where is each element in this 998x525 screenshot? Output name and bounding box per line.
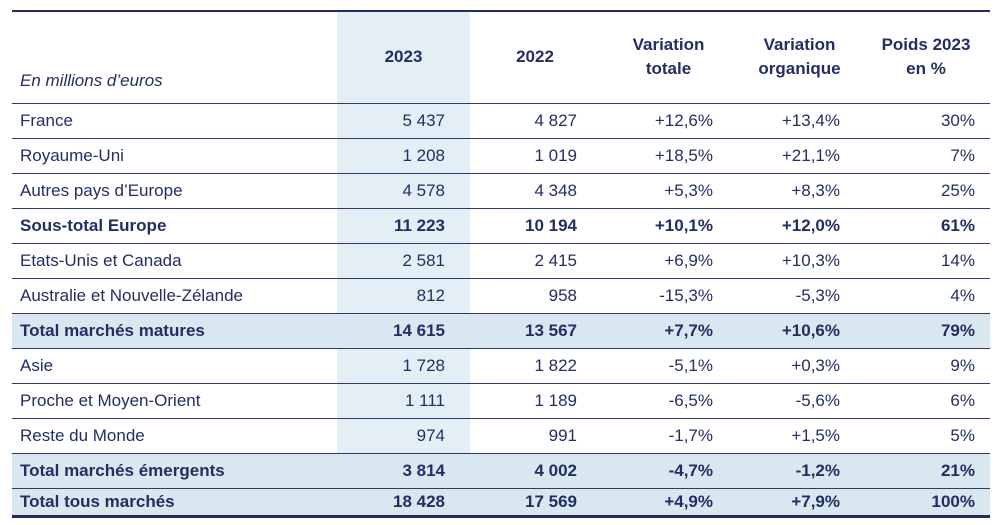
value-cell-y2023: 3 814 (337, 453, 470, 488)
value-cell-y2022: 1 189 (534, 390, 577, 410)
value-cell-y2023: 14 615 (337, 313, 470, 348)
revenue-by-region-table: En millions d’euros 2023 2022 Variation … (12, 10, 990, 518)
table-row: Reste du Monde 974 991 -1,7% +1,5% 5% (12, 418, 990, 453)
value-cell-var_totale: -15,3% (659, 285, 713, 305)
value-cell-y2022: 4 002 (470, 453, 600, 488)
value-cell-var_totale: -5,1% (668, 355, 713, 375)
value-cell-poids: 21% (862, 453, 990, 488)
value-cell-y2022: 10 194 (525, 215, 577, 235)
row-label: Proche et Moyen-Orient (20, 390, 201, 410)
value-cell-poids: 30% (940, 110, 975, 130)
value-cell-y2022: 13 567 (470, 313, 600, 348)
value-cell-var_totale: -1,7% (668, 425, 713, 445)
value-cell-var_totale: +4,9% (600, 488, 737, 516)
value-cell-poids: 6% (950, 390, 975, 410)
table-row: Autres pays d’Europe 4 578 4 348 +5,3% +8,3%… (12, 173, 990, 208)
value-cell-y2023: 2 581 (337, 243, 470, 278)
table-row: Australie et Nouvelle-Zélande 812 958 -15,3… (12, 278, 990, 313)
value-cell-var_totale: +18,5% (654, 145, 713, 165)
value-cell-var_totale: +7,7% (600, 313, 737, 348)
value-cell-var_organique: +12,0% (781, 215, 840, 235)
value-cell-y2023: 11 223 (337, 208, 470, 243)
table-row: Asie 1 728 1 822 -5,1% +0,3% 9% (12, 348, 990, 383)
value-cell-var_organique: +10,6% (737, 313, 862, 348)
value-cell-poids: 61% (940, 215, 975, 235)
table-row: Etats-Unis et Canada 2 581 2 415 +6,9% +10,3… (12, 243, 990, 278)
value-cell-var_totale: +6,9% (664, 250, 713, 270)
table-body: France 5 437 4 827 +12,6% +13,4% 30% Royaume-U… (12, 103, 990, 516)
value-cell-y2023: 1 208 (337, 138, 470, 173)
unit-note: En millions d’euros (20, 70, 163, 90)
table-row: Total marchés matures 14 615 13 567 +7,7% +1… (12, 313, 990, 348)
row-label: Royaume-Uni (20, 145, 124, 165)
value-cell-var_totale: +12,6% (654, 110, 713, 130)
value-cell-var_organique: +13,4% (781, 110, 840, 130)
table-header: En millions d’euros 2023 2022 Variation … (12, 11, 990, 103)
value-cell-var_totale: -4,7% (600, 453, 737, 488)
value-cell-y2023: 1 728 (337, 348, 470, 383)
row-label: Etats-Unis et Canada (20, 250, 182, 270)
row-label: Asie (20, 355, 54, 375)
table-row: Royaume-Uni 1 208 1 019 +18,5% +21,1% 7% (12, 138, 990, 173)
value-cell-var_organique: +0,3% (791, 355, 840, 375)
row-label: Reste du Monde (20, 425, 145, 445)
value-cell-var_organique: +10,3% (781, 250, 840, 270)
value-cell-poids: 25% (940, 180, 975, 200)
table-row: Total tous marchés 18 428 17 569 +4,9% +7,9%… (12, 488, 990, 516)
value-cell-poids: 79% (862, 313, 990, 348)
value-cell-y2023: 4 578 (337, 173, 470, 208)
value-cell-y2022: 4 827 (534, 110, 577, 130)
table-row: France 5 437 4 827 +12,6% +13,4% 30% (12, 103, 990, 138)
column-header-variation-organique: Variation organique (758, 34, 841, 79)
value-cell-y2023: 18 428 (337, 488, 470, 516)
table-row: Total marchés émergents 3 814 4 002 -4,7% -1… (12, 453, 990, 488)
row-label: France (20, 110, 73, 130)
value-cell-y2022: 4 348 (534, 180, 577, 200)
value-cell-var_organique: -1,2% (737, 453, 862, 488)
value-cell-y2023: 812 (337, 278, 470, 313)
value-cell-poids: 4% (950, 285, 975, 305)
row-label: Australie et Nouvelle-Zélande (20, 285, 244, 305)
row-label: Total marchés matures (12, 313, 337, 348)
column-header-variation-totale: Variation totale (632, 34, 705, 79)
value-cell-y2022: 1 822 (534, 355, 577, 375)
row-label: Autres pays d’Europe (20, 180, 183, 200)
value-cell-poids: 7% (950, 145, 975, 165)
value-cell-y2022: 17 569 (470, 488, 600, 516)
header-row: En millions d’euros 2023 2022 Variation … (12, 11, 990, 103)
table-row: Proche et Moyen-Orient 1 111 1 189 -6,5% -5,… (12, 383, 990, 418)
value-cell-poids: 5% (950, 425, 975, 445)
value-cell-y2022: 2 415 (534, 250, 577, 270)
value-cell-var_totale: -6,5% (668, 390, 713, 410)
financial-table-container: En millions d’euros 2023 2022 Variation … (12, 10, 990, 518)
row-label: Total tous marchés (12, 488, 337, 516)
value-cell-var_organique: +7,9% (737, 488, 862, 516)
value-cell-var_totale: +10,1% (654, 215, 713, 235)
value-cell-poids: 14% (940, 250, 975, 270)
value-cell-y2022: 1 019 (534, 145, 577, 165)
value-cell-var_organique: -5,6% (795, 390, 840, 410)
value-cell-poids: 9% (950, 355, 975, 375)
table-row: Sous-total Europe 11 223 10 194 +10,1% +12,0… (12, 208, 990, 243)
value-cell-y2023: 974 (337, 418, 470, 453)
value-cell-var_organique: +21,1% (781, 145, 840, 165)
value-cell-var_totale: +5,3% (664, 180, 713, 200)
row-label: Sous-total Europe (20, 215, 167, 235)
column-header-2023: 2023 (337, 11, 470, 103)
value-cell-poids: 100% (862, 488, 990, 516)
value-cell-y2022: 991 (548, 425, 577, 445)
value-cell-var_organique: +8,3% (791, 180, 840, 200)
column-header-poids-2023: Poids 2023 en % (881, 34, 971, 79)
value-cell-y2023: 5 437 (337, 103, 470, 138)
column-header-2022: 2022 (516, 46, 554, 66)
value-cell-var_organique: -5,3% (795, 285, 840, 305)
value-cell-y2022: 958 (548, 285, 577, 305)
row-label: Total marchés émergents (12, 453, 337, 488)
value-cell-y2023: 1 111 (337, 383, 470, 418)
value-cell-var_organique: +1,5% (791, 425, 840, 445)
